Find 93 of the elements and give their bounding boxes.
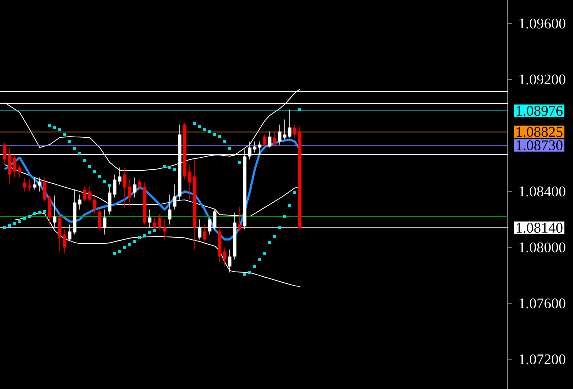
point: [174, 168, 176, 172]
point: [4, 226, 6, 230]
point: [208, 130, 212, 134]
candlestick: [263, 134, 267, 148]
point: [114, 252, 116, 256]
point: [144, 234, 146, 238]
point: [48, 124, 52, 128]
point: [214, 133, 216, 136]
y-tick-label: 1.08400: [520, 186, 566, 197]
point: [44, 210, 46, 214]
ref-line-label: 1.08825: [516, 127, 563, 138]
candlestick: [48, 195, 52, 226]
point: [124, 246, 126, 250]
point: [14, 222, 16, 226]
ref-line-label: 1.08730: [516, 140, 563, 151]
point: [258, 258, 262, 262]
candlestick: [93, 196, 97, 216]
point: [64, 133, 66, 136]
point: [164, 165, 166, 168]
candlestick: [203, 224, 207, 242]
point: [38, 211, 42, 214]
point: [284, 215, 286, 218]
candlestick: [58, 214, 62, 252]
candlestick: [153, 217, 157, 230]
point: [298, 108, 302, 112]
candlestick: [98, 209, 102, 230]
candlestick: [273, 131, 277, 148]
candlestick: [33, 177, 37, 190]
candlestick: [23, 177, 27, 192]
point: [54, 126, 56, 130]
candlestick: [288, 109, 292, 138]
candlestick: [123, 167, 127, 208]
point: [88, 165, 92, 168]
y-tick-label: 1.09600: [520, 18, 566, 29]
point: [128, 243, 132, 246]
candlestick: [13, 154, 17, 178]
candlestick: [113, 174, 117, 198]
point: [28, 215, 32, 218]
ref-line-label: 1.08140: [516, 223, 563, 234]
point: [198, 125, 202, 128]
point: [228, 147, 232, 150]
candlestick: [3, 142, 7, 166]
candlestick: [173, 184, 177, 210]
point: [78, 152, 82, 156]
candlestick: [138, 179, 142, 190]
y-tick-label: 1.07600: [520, 298, 566, 309]
point: [68, 140, 72, 144]
point: [288, 204, 292, 208]
ref-line-label: 1.08976: [516, 106, 563, 116]
candlestick: [283, 119, 287, 140]
candlestick: [268, 131, 272, 148]
point: [148, 231, 152, 234]
point: [168, 166, 172, 170]
point: [34, 212, 36, 216]
point: [98, 175, 102, 178]
point: [84, 159, 86, 162]
point: [58, 128, 62, 132]
candlestick: [88, 186, 92, 202]
candlestick: [28, 179, 32, 192]
point: [134, 240, 136, 244]
point: [224, 140, 226, 144]
point: [244, 273, 246, 276]
point: [278, 226, 282, 230]
point: [8, 224, 12, 228]
point: [94, 170, 96, 174]
candlestick: [43, 177, 47, 202]
point: [254, 265, 256, 268]
point: [108, 184, 112, 188]
point: [268, 241, 272, 244]
point: [24, 217, 26, 220]
point: [274, 235, 276, 238]
candlestick: [8, 147, 12, 186]
candlestick: [158, 214, 162, 230]
point: [194, 122, 196, 126]
candlestick: [133, 177, 137, 198]
point: [154, 229, 156, 232]
y-tick-label: 1.08000: [520, 242, 566, 253]
point: [104, 180, 106, 184]
point: [248, 271, 252, 274]
candlestick: [83, 186, 87, 202]
candlestick: [238, 206, 242, 232]
point: [264, 252, 266, 256]
point: [204, 128, 206, 132]
point: [294, 191, 296, 194]
y-tick-label: 1.09200: [520, 74, 566, 85]
point: [138, 236, 142, 240]
point: [74, 147, 76, 150]
point: [18, 220, 22, 224]
point: [218, 135, 222, 138]
point: [118, 250, 122, 254]
y-tick-label: 1.07200: [520, 354, 566, 365]
candlestick: [223, 247, 227, 268]
point: [238, 161, 242, 164]
